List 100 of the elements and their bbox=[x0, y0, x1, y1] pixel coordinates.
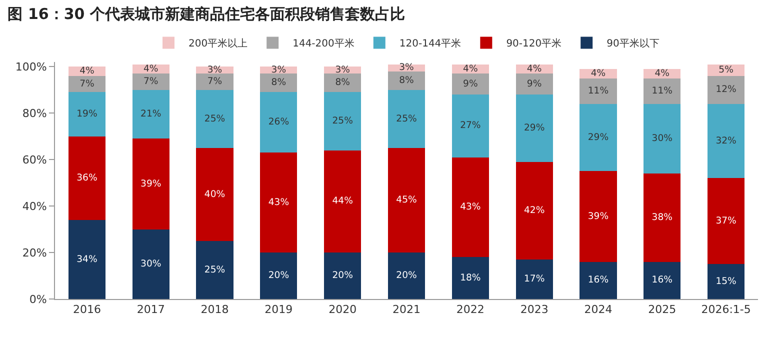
x-tick-label: 2017 bbox=[136, 303, 165, 316]
data-label: 26% bbox=[268, 116, 290, 128]
bar bbox=[196, 74, 234, 90]
bar bbox=[452, 94, 489, 158]
data-label: 39% bbox=[140, 178, 162, 190]
x-tick-label: 2019 bbox=[264, 303, 293, 316]
x-tick-label: 2018 bbox=[200, 303, 229, 316]
data-label: 4% bbox=[590, 68, 606, 79]
data-label: 12% bbox=[716, 84, 737, 96]
data-label: 30% bbox=[652, 133, 673, 144]
bar bbox=[324, 252, 362, 299]
data-label: 8% bbox=[399, 74, 414, 86]
data-label: 7% bbox=[143, 76, 158, 88]
bar bbox=[68, 136, 106, 220]
data-label: 25% bbox=[204, 264, 226, 276]
bar bbox=[196, 240, 234, 299]
data-label: 20% bbox=[396, 270, 417, 282]
data-label: 8% bbox=[271, 77, 286, 88]
bar bbox=[644, 262, 681, 299]
data-label: 45% bbox=[396, 194, 417, 206]
bar bbox=[388, 148, 426, 253]
data-label: 40% bbox=[204, 188, 226, 200]
data-label: 8% bbox=[335, 77, 350, 88]
legend-label: 90平米以下 bbox=[606, 38, 660, 50]
bar bbox=[580, 171, 617, 262]
data-label: 20% bbox=[332, 270, 354, 282]
bar bbox=[644, 174, 681, 262]
bar bbox=[324, 92, 362, 150]
data-label: 19% bbox=[76, 108, 98, 120]
y-tick-label: 60% bbox=[22, 153, 47, 166]
data-label: 3% bbox=[335, 64, 350, 76]
bar bbox=[324, 74, 362, 92]
data-label: 43% bbox=[460, 202, 481, 213]
bar bbox=[580, 262, 617, 299]
data-label: 4% bbox=[143, 63, 158, 74]
bar bbox=[580, 104, 617, 172]
data-label: 7% bbox=[80, 78, 94, 90]
bar bbox=[516, 94, 553, 162]
bar bbox=[132, 74, 170, 90]
data-label: 4% bbox=[526, 63, 542, 74]
data-label: 36% bbox=[76, 172, 98, 184]
data-label: 43% bbox=[268, 196, 290, 208]
bar bbox=[132, 138, 170, 230]
data-label: 16% bbox=[652, 274, 673, 286]
bar bbox=[68, 220, 106, 299]
y-tick-label: 20% bbox=[22, 246, 47, 260]
bar bbox=[516, 260, 553, 299]
bar bbox=[388, 90, 426, 148]
x-tick-label: 2022 bbox=[456, 303, 484, 316]
y-tick-label: 100% bbox=[15, 60, 47, 74]
x-tick-label: 2024 bbox=[584, 303, 612, 316]
bar bbox=[260, 92, 298, 153]
data-label: 21% bbox=[140, 108, 162, 120]
x-tick-label: 2025 bbox=[648, 303, 676, 316]
data-label: 38% bbox=[652, 212, 673, 224]
y-tick-label: 80% bbox=[22, 106, 47, 120]
data-label: 25% bbox=[204, 113, 226, 124]
bar bbox=[708, 76, 745, 104]
data-label: 4% bbox=[654, 68, 670, 79]
data-label: 39% bbox=[588, 210, 609, 222]
bar bbox=[708, 178, 745, 264]
data-label: 27% bbox=[460, 120, 481, 132]
data-label: 15% bbox=[716, 276, 737, 287]
x-tick-label: 2026:1-5 bbox=[701, 303, 751, 316]
bar bbox=[132, 90, 170, 139]
bar bbox=[708, 104, 745, 178]
data-label: 17% bbox=[524, 274, 545, 285]
bar bbox=[260, 252, 298, 299]
x-tick-label: 2020 bbox=[328, 303, 357, 316]
y-tick-label: 40% bbox=[22, 200, 47, 213]
data-label: 4% bbox=[80, 66, 94, 77]
data-label: 3% bbox=[207, 64, 222, 76]
y-tick-label: 0% bbox=[29, 292, 47, 306]
data-label: 9% bbox=[526, 78, 542, 90]
bar bbox=[452, 157, 489, 258]
bar bbox=[580, 78, 617, 104]
bar bbox=[708, 264, 745, 299]
data-label: 32% bbox=[716, 135, 737, 146]
bar bbox=[132, 229, 170, 299]
legend-label: 200平米以上 bbox=[188, 38, 248, 50]
bar bbox=[452, 257, 489, 299]
bar bbox=[452, 74, 489, 95]
bar bbox=[644, 104, 681, 174]
bar bbox=[68, 76, 106, 92]
legend-label: 90-120平米 bbox=[506, 38, 562, 50]
bar bbox=[644, 78, 681, 104]
data-label: 3% bbox=[399, 62, 414, 74]
bar bbox=[260, 152, 298, 253]
data-label: 16% bbox=[588, 274, 609, 286]
data-label: 44% bbox=[332, 196, 354, 207]
bar bbox=[260, 74, 298, 92]
data-label: 7% bbox=[207, 76, 222, 88]
bar bbox=[196, 148, 234, 241]
data-label: 29% bbox=[524, 122, 545, 134]
data-label: 20% bbox=[268, 270, 290, 282]
data-label: 5% bbox=[718, 64, 734, 76]
bar bbox=[516, 162, 553, 260]
x-tick-label: 2021 bbox=[392, 303, 420, 316]
data-label: 11% bbox=[588, 85, 609, 96]
x-tick-label: 2023 bbox=[520, 303, 548, 316]
